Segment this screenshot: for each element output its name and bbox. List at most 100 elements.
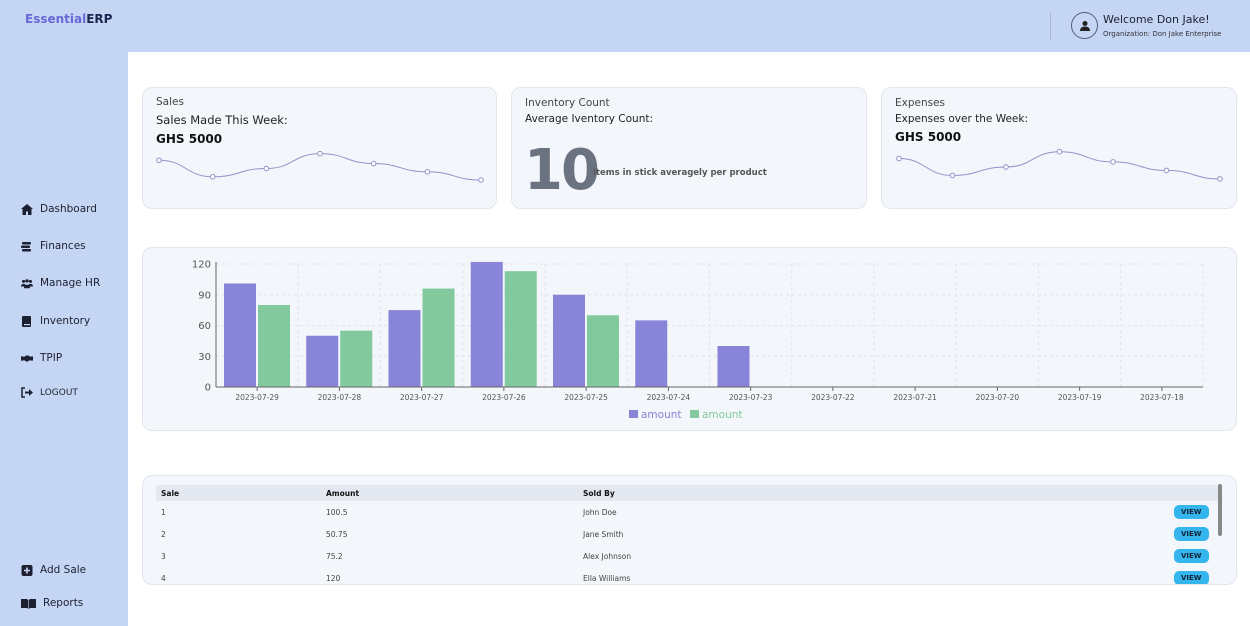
x-tick-label: 2023-07-20 [976, 393, 1020, 402]
table-row: 2 50.75 Jane Smith VIEW [156, 523, 1219, 545]
sidebar-item-label: Dashboard [40, 203, 97, 215]
sale-cell: 3 [161, 551, 166, 561]
x-tick-label: 2023-07-23 [729, 393, 773, 402]
sparkline-point [896, 155, 902, 162]
action-cell: VIEW [1169, 501, 1219, 523]
home-icon [21, 203, 33, 215]
view-button[interactable]: VIEW [1174, 549, 1209, 563]
bar-1 [717, 346, 750, 387]
table-scrollbar[interactable] [1218, 484, 1222, 536]
sidebar-item-inventory[interactable]: Inventory [21, 315, 90, 327]
sparkline-point [1003, 164, 1009, 170]
legend-label: amount [641, 409, 682, 421]
amount-cell: 100.5 [326, 507, 348, 517]
users-icon [21, 278, 33, 288]
sparkline-point [156, 157, 162, 164]
column-header-sold-by: Sold By [578, 485, 1169, 501]
amount-cell: 120 [326, 573, 341, 583]
sidebar-item-label: Finances [40, 240, 86, 252]
sidebar-item-reports[interactable]: Reports [21, 597, 83, 609]
sparkline-point [1217, 176, 1223, 182]
inventory-card: Inventory Count Average Iventory Count: … [511, 87, 867, 209]
card-title: Sales [156, 96, 184, 108]
card-subtitle: Average Iventory Count: [525, 113, 654, 125]
sparkline-point [424, 169, 431, 175]
bar-2 [587, 315, 619, 387]
sparkline-point [317, 150, 323, 157]
bar-1 [553, 294, 585, 387]
legend-label: amount [702, 409, 743, 421]
table-row: 1 100.5 John Doe VIEW [156, 501, 1219, 523]
sidebar-item-label: Reports [43, 597, 84, 609]
card-subtitle: Expenses over the Week: [895, 113, 1028, 125]
x-tick-label: 2023-07-29 [235, 393, 279, 402]
x-tick-label: 2023-07-22 [811, 393, 855, 402]
x-tick-label: 2023-07-28 [318, 393, 362, 402]
view-button[interactable]: VIEW [1174, 527, 1209, 541]
sale-cell: 2 [161, 529, 166, 539]
expenses-sparkline [896, 148, 1223, 182]
sparkline-path [158, 153, 482, 181]
sidebar-item-finances[interactable]: Finances [21, 240, 86, 252]
card-subtitle: Sales Made This Week: [156, 113, 288, 127]
x-tick-label: 2023-07-18 [1140, 393, 1184, 402]
bar-2 [504, 271, 537, 387]
bar-1 [306, 335, 339, 387]
logo-essential: Essential [25, 12, 87, 26]
table-row: 3 75.2 Alex Johnson VIEW [156, 545, 1219, 567]
sparkline-point [1163, 167, 1170, 174]
sold-by-cell: John Doe [583, 507, 617, 517]
expenses-card: Expenses Expenses over the Week: GHS 500… [881, 87, 1237, 209]
sidebar-item-logout[interactable]: LOGOUT [21, 387, 78, 398]
sale-cell: 1 [161, 507, 166, 517]
top-header: EssentialERP Welcome Don Jake! Organizat… [0, 0, 1250, 52]
sparkline-point [209, 173, 216, 180]
sales-table-wrapper: Sale Amount Sold By 1 100.5 John Doe VIEW 2 5… [156, 485, 1219, 584]
legend-swatch [690, 410, 699, 418]
sales-sparkline [156, 150, 484, 183]
y-tick-label: 30 [198, 352, 211, 363]
bar-1 [388, 310, 421, 387]
column-header-amount: Amount [321, 485, 578, 501]
user-avatar-icon[interactable] [1071, 12, 1098, 39]
view-button[interactable]: VIEW [1174, 505, 1209, 519]
legend-swatch [629, 410, 638, 418]
y-tick-label: 60 [198, 321, 211, 332]
sidebar-item-add-sale[interactable]: Add Sale [21, 564, 86, 576]
sale-cell: 4 [161, 573, 166, 583]
welcome-text: Welcome Don Jake! [1103, 13, 1210, 26]
sidebar-item-label: Inventory [40, 315, 91, 327]
amount-cell: 75.2 [326, 551, 343, 561]
sales-table-card: Sale Amount Sold By 1 100.5 John Doe VIEW 2 5… [142, 475, 1237, 585]
sidebar-item-label: LOGOUT [40, 387, 78, 398]
bar-1 [470, 261, 503, 387]
sparkline-point [949, 172, 956, 179]
sales-chart-card: 0 30 60 90 120 2023-07-29 2023-07-28 2023-07-27… [142, 247, 1237, 431]
y-tick-label: 120 [192, 260, 211, 271]
action-cell: VIEW [1169, 567, 1219, 584]
handshake-icon [21, 355, 33, 361]
sparkline-point [478, 177, 484, 183]
sidebar-item-tpip[interactable]: TPIP [21, 352, 62, 364]
x-tick-label: 2023-07-26 [482, 393, 526, 402]
sidebar-item-manage-hr[interactable]: Manage HR [21, 277, 100, 289]
column-header-sale: Sale [156, 485, 321, 501]
logo-erp: ERP [86, 12, 113, 26]
header-divider [1050, 12, 1051, 40]
amount-cell: 50.75 [326, 529, 348, 539]
bar-2 [422, 288, 455, 387]
action-cell: VIEW [1169, 545, 1219, 567]
inventory-count-value: 10 [524, 138, 600, 203]
table-row: 4 120 Ella Williams VIEW [156, 567, 1219, 584]
app-logo[interactable]: EssentialERP [25, 12, 112, 26]
x-tick-label: 2023-07-21 [893, 393, 937, 402]
y-tick-label: 90 [198, 290, 211, 301]
sidebar-item-label: Add Sale [40, 564, 87, 576]
view-button[interactable]: VIEW [1174, 571, 1209, 584]
card-value: GHS 5000 [895, 130, 962, 144]
sparkline-point [263, 165, 270, 172]
bar-1 [635, 320, 668, 387]
bar-1 [224, 283, 256, 387]
sparkline-path [898, 151, 1221, 180]
sidebar-item-dashboard[interactable]: Dashboard [21, 203, 97, 215]
